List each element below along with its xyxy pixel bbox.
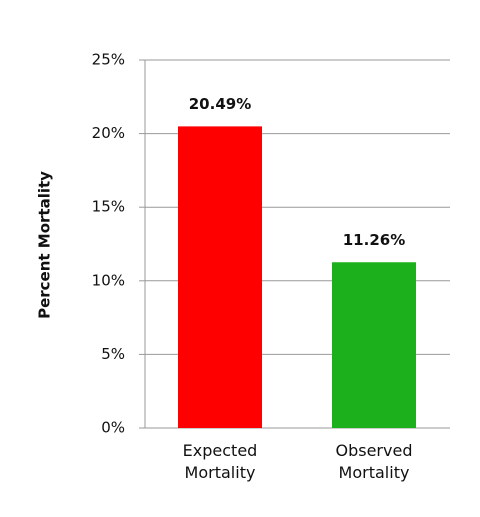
- value-label: 11.26%: [343, 231, 405, 249]
- y-tick-label: 5%: [101, 345, 125, 363]
- y-tick-label: 20%: [92, 124, 125, 142]
- y-tick-label: 15%: [92, 198, 125, 216]
- bar: [178, 126, 262, 428]
- bar: [332, 262, 416, 428]
- y-tick-label: 25%: [92, 51, 125, 69]
- y-tick-label: 0%: [101, 419, 125, 437]
- y-axis-label: Percent Mortality: [36, 171, 54, 319]
- value-label: 20.49%: [189, 95, 251, 113]
- x-tick-label: Observed Mortality: [335, 441, 413, 482]
- y-tick-label: 10%: [92, 271, 125, 289]
- x-tick-label: Expected Mortality: [182, 441, 258, 482]
